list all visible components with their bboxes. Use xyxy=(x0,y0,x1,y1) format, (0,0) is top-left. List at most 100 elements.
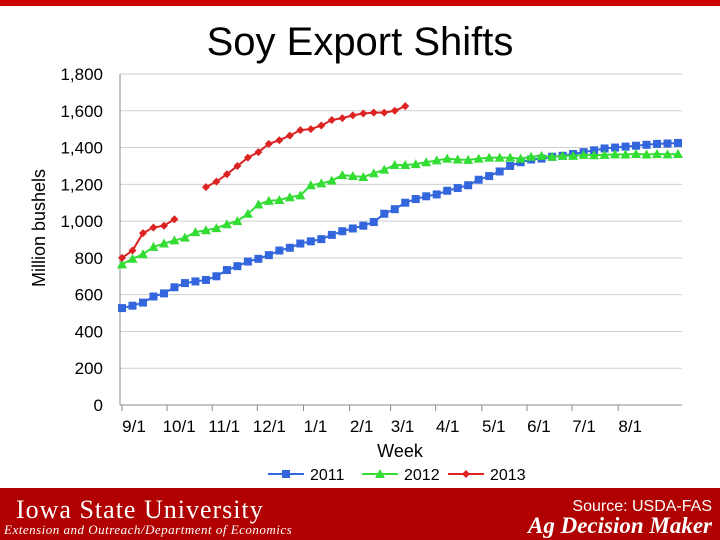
data-point-2012 xyxy=(421,157,432,167)
data-point-2012 xyxy=(337,170,348,180)
data-point-2012 xyxy=(452,154,463,164)
legend-label: 2011 xyxy=(310,467,345,484)
data-point-2013 xyxy=(149,223,158,232)
data-point-2011 xyxy=(464,181,473,190)
data-point-2013 xyxy=(254,148,263,157)
data-point-2011 xyxy=(653,139,662,148)
data-point-2012 xyxy=(442,153,453,163)
data-point-2011 xyxy=(191,277,200,286)
x-tick-label: 6/1 xyxy=(527,417,551,436)
data-point-2011 xyxy=(642,140,651,149)
data-point-2012 xyxy=(379,164,390,174)
y-tick-label: 200 xyxy=(75,359,103,378)
data-point-2012 xyxy=(200,225,211,235)
chart-axes: 0 200 400 600 800 1,000 1,200 1,400 1,600 1,800 9/… xyxy=(60,65,682,436)
x-tick-label: 3/1 xyxy=(391,417,415,436)
data-point-2011 xyxy=(485,172,494,181)
data-point-2011 xyxy=(632,141,641,150)
data-point-2012 xyxy=(400,160,411,170)
data-point-2012 xyxy=(221,219,232,229)
data-point-2011 xyxy=(348,224,357,233)
data-point-2013 xyxy=(359,109,368,118)
data-point-2011 xyxy=(201,275,210,284)
data-point-2012 xyxy=(505,152,516,162)
data-point-2011 xyxy=(611,143,620,152)
data-point-2013 xyxy=(159,221,168,230)
data-point-2011 xyxy=(159,289,168,298)
data-point-2011 xyxy=(674,138,682,147)
source-note: Source: USDA-FAS xyxy=(572,498,712,515)
legend-swatch-marker xyxy=(375,469,385,478)
data-point-2011 xyxy=(495,167,504,176)
data-point-2012 xyxy=(610,149,621,159)
data-point-2013 xyxy=(285,131,294,140)
data-point-2011 xyxy=(422,192,431,201)
data-point-2013 xyxy=(138,229,147,238)
data-point-2011 xyxy=(254,254,263,263)
y-tick-label: 1,200 xyxy=(60,175,103,194)
data-point-2011 xyxy=(600,144,609,153)
legend-swatch-marker xyxy=(282,470,290,478)
data-point-2012 xyxy=(211,223,222,233)
data-point-2013 xyxy=(170,215,179,224)
data-point-2013 xyxy=(327,115,336,124)
data-point-2012 xyxy=(410,159,421,169)
data-point-2012 xyxy=(547,151,558,161)
data-point-2012 xyxy=(295,190,306,200)
data-point-2012 xyxy=(484,152,495,162)
data-point-2012 xyxy=(263,195,274,205)
data-point-2012 xyxy=(148,241,159,251)
data-point-2013 xyxy=(275,136,284,145)
y-tick-label: 400 xyxy=(75,322,103,341)
data-point-2012 xyxy=(473,153,484,163)
data-point-2013 xyxy=(296,126,305,135)
data-point-2012 xyxy=(242,208,253,218)
data-point-2011 xyxy=(243,257,252,266)
data-point-2012 xyxy=(253,199,264,209)
series-2013 xyxy=(118,102,410,262)
x-tick-label: 2/1 xyxy=(350,417,374,436)
data-point-2011 xyxy=(390,205,399,214)
x-tick-label: 4/1 xyxy=(436,417,460,436)
chart-grid xyxy=(120,73,682,406)
y-tick-label: 1,000 xyxy=(60,212,103,231)
brand-name: Ag Decision Maker xyxy=(528,513,712,538)
data-point-2013 xyxy=(390,106,399,115)
footer-bar xyxy=(0,488,720,540)
data-point-2013 xyxy=(401,102,410,111)
data-point-2013 xyxy=(338,114,347,123)
data-point-2012 xyxy=(347,171,358,181)
x-tick-label: 11/1 xyxy=(208,417,240,436)
data-point-2012 xyxy=(599,149,610,159)
y-tick-label: 0 xyxy=(94,396,103,415)
data-point-2012 xyxy=(568,150,579,160)
y-axis-title: Million bushels xyxy=(29,169,49,287)
data-point-2011 xyxy=(317,235,326,244)
data-point-2012 xyxy=(117,259,127,269)
data-point-2011 xyxy=(296,239,305,248)
data-point-2012 xyxy=(431,155,442,165)
legend-item-2012: 2012 xyxy=(362,467,440,484)
data-point-2012 xyxy=(190,227,201,237)
data-point-2011 xyxy=(222,266,231,275)
data-point-2011 xyxy=(432,190,441,199)
data-point-2012 xyxy=(274,194,285,204)
y-tick-label: 1,400 xyxy=(60,139,103,158)
data-point-2012 xyxy=(662,149,673,159)
data-point-2012 xyxy=(589,150,600,160)
data-point-2013 xyxy=(201,183,210,192)
data-point-2011 xyxy=(453,184,462,193)
data-point-2013 xyxy=(233,161,242,170)
x-tick-label: 1/1 xyxy=(304,417,328,436)
data-point-2011 xyxy=(327,230,336,239)
series-line-2012 xyxy=(121,152,679,266)
data-point-2013 xyxy=(222,170,231,179)
data-point-2011 xyxy=(443,186,452,195)
chart-legend: 2011 2012 2013 xyxy=(268,467,526,484)
data-point-2012 xyxy=(494,152,505,162)
data-point-2011 xyxy=(621,142,630,151)
data-point-2011 xyxy=(180,279,189,288)
data-point-2012 xyxy=(316,178,327,188)
data-point-2012 xyxy=(536,150,547,160)
data-point-2012 xyxy=(526,151,537,161)
